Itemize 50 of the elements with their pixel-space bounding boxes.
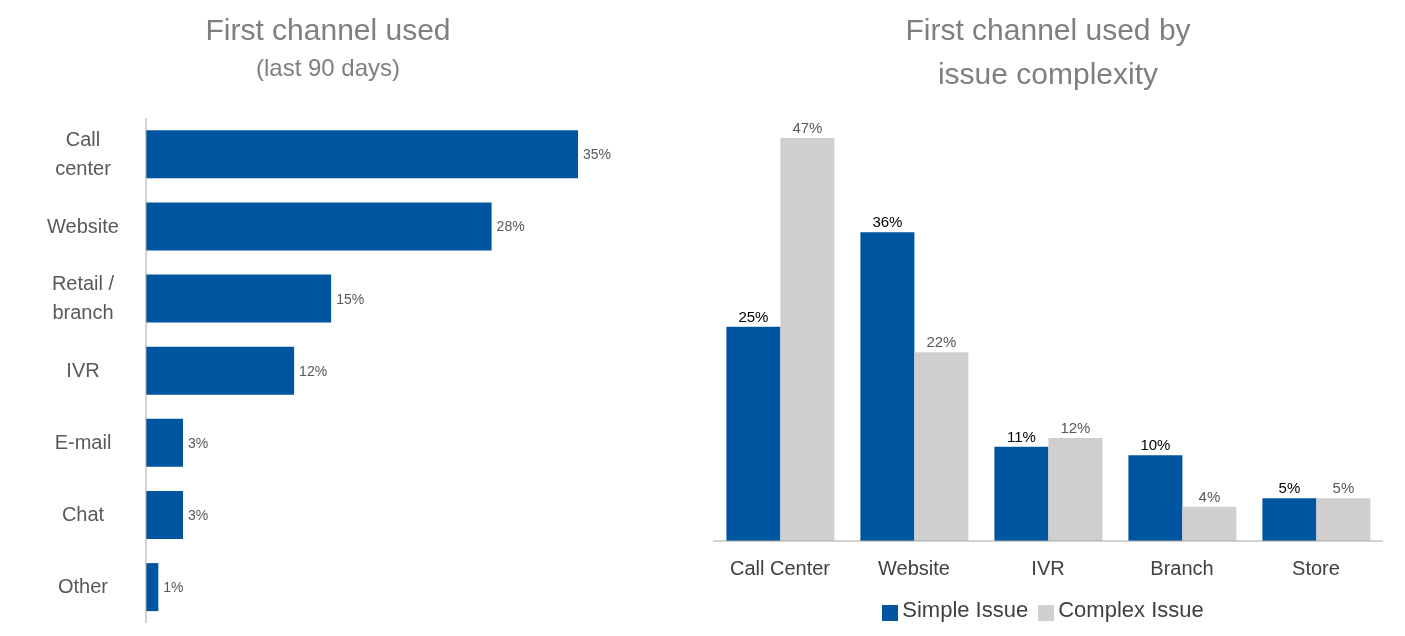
bar bbox=[146, 490, 184, 539]
y-tick-label: Website bbox=[46, 213, 120, 239]
x-tick-label: Store bbox=[1292, 557, 1340, 580]
x-tick-label: Call Center bbox=[729, 557, 831, 580]
chart-title: First channel used bbox=[204, 12, 452, 48]
data-label: 1% bbox=[163, 579, 184, 596]
x-tick-label: IVR bbox=[1031, 557, 1065, 580]
bar bbox=[146, 274, 332, 323]
data-label: 15% bbox=[336, 290, 365, 307]
data-label: 22% bbox=[926, 333, 957, 351]
bar bbox=[860, 232, 915, 541]
data-label: 4% bbox=[1198, 487, 1221, 505]
y-tick-label: E-mail bbox=[53, 430, 113, 456]
y-tick-label: Chat bbox=[60, 502, 106, 528]
bar bbox=[726, 326, 781, 541]
bar bbox=[146, 202, 492, 251]
data-label: 3% bbox=[188, 506, 209, 523]
data-label: 3% bbox=[188, 434, 209, 451]
bar bbox=[1316, 498, 1371, 541]
bar bbox=[914, 352, 969, 541]
bar bbox=[994, 446, 1049, 541]
data-label: 36% bbox=[872, 213, 903, 231]
y-tick-label: Call center bbox=[54, 127, 112, 182]
data-label: 11% bbox=[1006, 427, 1036, 445]
data-label: 35% bbox=[583, 146, 612, 163]
data-label: 12% bbox=[299, 362, 328, 379]
chart-title: First channel used by issue complexity bbox=[904, 12, 1192, 92]
data-label: 10% bbox=[1140, 436, 1171, 454]
bar bbox=[146, 418, 184, 467]
bar bbox=[146, 130, 578, 179]
data-label: 5% bbox=[1332, 479, 1355, 497]
bar bbox=[780, 138, 835, 541]
bar bbox=[146, 346, 295, 395]
legend-label: Complex Issue bbox=[1058, 597, 1204, 622]
data-label: 5% bbox=[1278, 479, 1301, 497]
data-label: 47% bbox=[792, 119, 823, 136]
data-label: 25% bbox=[738, 307, 769, 325]
bar bbox=[1262, 498, 1317, 541]
chart-subtitle: (last 90 days) bbox=[254, 53, 402, 83]
legend-label: Simple Issue bbox=[902, 597, 1029, 622]
x-tick-label: Website bbox=[878, 557, 950, 580]
y-tick-label: Other bbox=[57, 574, 109, 600]
bar bbox=[1182, 506, 1237, 541]
bar bbox=[1048, 438, 1103, 541]
bar bbox=[1128, 455, 1183, 541]
y-tick-label: Retail / branch bbox=[50, 271, 116, 326]
x-tick-label: Branch bbox=[1150, 557, 1214, 580]
y-tick-label: IVR bbox=[65, 358, 101, 383]
data-label: 12% bbox=[1060, 419, 1091, 437]
data-label: 28% bbox=[496, 218, 525, 235]
